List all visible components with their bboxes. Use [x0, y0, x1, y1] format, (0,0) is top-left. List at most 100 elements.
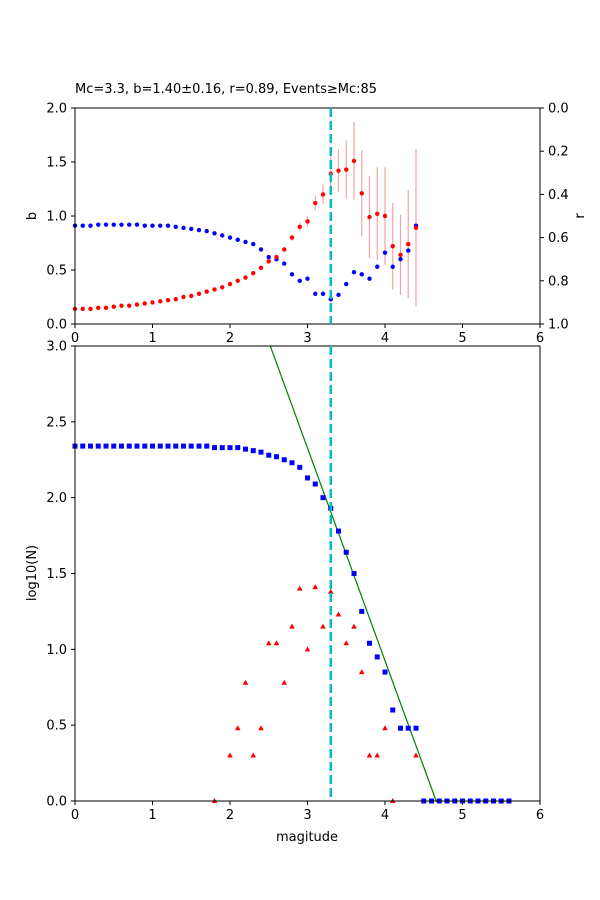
- non-cumulative-point: [281, 679, 288, 685]
- x-tick-label: 5: [458, 808, 466, 823]
- b-value-point: [189, 293, 194, 299]
- cumulative-point: [250, 448, 256, 454]
- b-value-point: [413, 225, 419, 231]
- r-point: [80, 223, 85, 228]
- r-point: [382, 250, 388, 255]
- non-cumulative-point: [382, 725, 388, 731]
- cumulative-point: [266, 452, 272, 458]
- b-value-point: [103, 305, 109, 310]
- right-y-tick-label: 0.0: [548, 102, 569, 117]
- non-cumulative-point: [289, 623, 295, 629]
- non-cumulative-point: [258, 725, 264, 731]
- cumulative-point: [134, 443, 140, 449]
- right-y-tick-label: 0.8: [548, 274, 569, 289]
- non-cumulative-point: [234, 725, 241, 731]
- right-y-tick-label: 0.6: [548, 231, 569, 246]
- b-value-point: [243, 275, 248, 280]
- cumulative-point: [196, 443, 202, 449]
- x-tick-label: 1: [148, 808, 156, 823]
- right-y-tick-label: 0.4: [548, 188, 569, 203]
- cumulative-point: [119, 443, 124, 449]
- b-value-point: [274, 254, 279, 260]
- y-tick-label: 0.5: [46, 719, 67, 734]
- b-value-point: [344, 167, 349, 172]
- cumulative-point: [367, 640, 372, 646]
- cumulative-point: [258, 449, 264, 455]
- non-cumulative-point: [250, 752, 257, 758]
- cumulative-point: [212, 445, 217, 451]
- b-value-point: [96, 305, 101, 310]
- frequency-magnitude-panel: 0 1 2 3 4 5 6 0.0 0.5 1.0 1.5 2.0 2.5 3.0 magitude l…: [25, 340, 544, 846]
- cumulative-point: [173, 443, 179, 449]
- bvalue-panel: Mc=3.3, b=1.40±0.16, r=0.89, Events≥Mc:8…: [25, 82, 588, 346]
- r-point: [165, 223, 171, 228]
- r-point: [220, 233, 225, 238]
- b-value-point: [173, 296, 178, 302]
- x-tick-label: 3: [303, 808, 311, 823]
- r-point: [88, 223, 93, 228]
- b-value-point: [258, 265, 264, 271]
- b-value-point: [150, 300, 155, 305]
- x-tick-label: 3: [303, 331, 311, 346]
- y-tick-label: 0.0: [46, 795, 67, 810]
- x-tick-label: 2: [226, 331, 234, 346]
- cumulative-point: [219, 445, 225, 451]
- r-point: [406, 248, 411, 253]
- r-point: [196, 227, 202, 233]
- cumulative-point: [297, 464, 303, 470]
- r-point: [96, 222, 101, 227]
- bottom-y-axis-label: log10(N): [25, 545, 40, 601]
- cumulative-point: [281, 457, 287, 463]
- r-point: [390, 264, 395, 269]
- cumulative-point: [126, 443, 132, 449]
- r-point: [204, 228, 209, 234]
- r-point: [212, 231, 217, 236]
- cumulative-point: [157, 443, 163, 449]
- x-tick-label: 6: [536, 808, 544, 823]
- non-cumulative-point: [312, 584, 319, 590]
- cumulative-point: [312, 481, 318, 487]
- non-cumulative-point: [327, 588, 334, 594]
- r-point: [313, 291, 318, 296]
- b-value-point: [119, 303, 124, 308]
- y-tick-label: 3.0: [46, 340, 67, 355]
- x-tick-label: 5: [458, 331, 466, 346]
- cumulative-point: [188, 443, 194, 449]
- non-cumulative-point: [227, 752, 233, 758]
- r-point: [336, 292, 341, 298]
- r-point: [127, 222, 132, 227]
- b-value-point: [390, 244, 395, 249]
- b-value-point: [158, 299, 163, 304]
- r-point: [367, 276, 372, 281]
- b-value-point: [297, 224, 302, 229]
- non-cumulative-point: [242, 679, 249, 685]
- y-tick-label: 2.5: [46, 415, 67, 430]
- y-tick-label: 2.0: [46, 491, 67, 506]
- r-point: [142, 223, 147, 228]
- r-point: [235, 237, 240, 242]
- cumulative-point: [413, 725, 419, 731]
- right-y-tick-label: 1.0: [548, 318, 569, 333]
- cumulative-point: [88, 443, 93, 449]
- cumulative-point: [111, 443, 117, 449]
- r-point: [158, 223, 163, 228]
- non-cumulative-point: [374, 752, 381, 758]
- non-cumulative-point: [320, 623, 326, 629]
- b-value-point: [227, 281, 233, 287]
- r-point: [266, 254, 271, 260]
- cumulative-point: [336, 528, 341, 534]
- chart-title: Mc=3.3, b=1.40±0.16, r=0.89, Events≥Mc:8…: [75, 82, 377, 97]
- b-value-point: [251, 271, 256, 276]
- cumulative-point: [235, 445, 241, 451]
- r-point: [398, 257, 403, 262]
- non-cumulative-point: [358, 669, 365, 675]
- y-tick-label: 1.5: [46, 567, 67, 582]
- top-right-y-axis-label: r: [573, 213, 588, 219]
- cumulative-point: [374, 654, 380, 660]
- cumulative-point: [80, 443, 86, 449]
- top-x-axis: 0 1 2 3 4 5 6: [71, 324, 544, 346]
- r-point: [150, 223, 155, 228]
- top-right-y-axis: 0.0 0.2 0.4 0.6 0.8 1.0: [540, 102, 569, 333]
- r-point: [305, 276, 310, 281]
